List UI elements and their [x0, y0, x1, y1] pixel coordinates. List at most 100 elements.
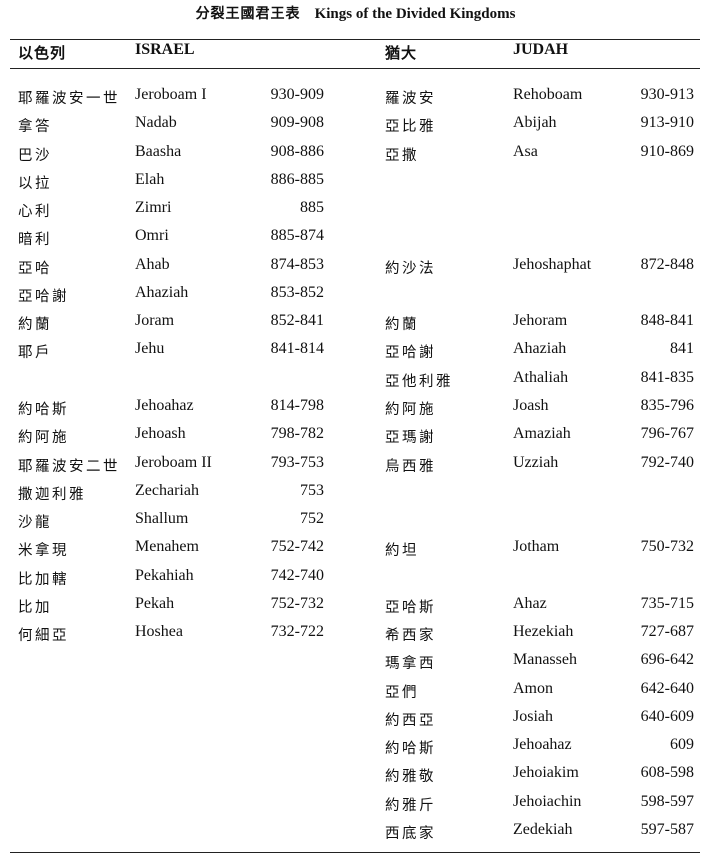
king-name-english: Jehoash: [135, 425, 186, 443]
reign-years: 750-732: [640, 538, 694, 556]
king-name-chinese: 亞們: [385, 684, 419, 701]
king-name-chinese: 比加轄: [18, 571, 69, 588]
israel-king-row: 撒迦利雅 Zechariah 753: [0, 482, 711, 506]
king-name-english: Zechariah: [135, 481, 199, 499]
king-name-chinese: 拿答: [18, 119, 52, 136]
king-name-english: Amon: [513, 679, 553, 697]
king-name-chinese: 希西家: [385, 628, 436, 645]
israel-king-row: 耶羅波安一世 Jeroboam I 930-909: [0, 86, 711, 110]
king-name-english: Zimri: [135, 199, 172, 217]
reign-years: 835-796: [640, 396, 694, 414]
reign-years: 841: [670, 340, 694, 358]
judah-king-row: 亞瑪謝 Amaziah 796-767: [0, 425, 711, 449]
king-name-chinese: 約哈斯: [18, 401, 69, 418]
reign-years: 841-814: [270, 340, 324, 358]
judah-king-row: 約雅斤 Jehoiachin 598-597: [0, 793, 711, 817]
israel-king-row: 何細亞 Hoshea 732-722: [0, 623, 711, 647]
reign-years: 841-835: [640, 368, 694, 386]
judah-king-row: 亞比雅 Abijah 913-910: [0, 114, 711, 138]
reign-years: 609: [670, 736, 694, 754]
reign-years: 853-852: [270, 283, 324, 301]
reign-years: 798-782: [270, 425, 324, 443]
reign-years: 597-587: [640, 821, 694, 839]
king-name-english: Omri: [135, 227, 169, 245]
top-rule: [10, 39, 700, 40]
king-name-chinese: 亞他利雅: [385, 373, 453, 390]
judah-king-row: 約雅敬 Jehoiakim 608-598: [0, 764, 711, 788]
king-name-english: Ahaziah: [135, 283, 189, 301]
king-name-chinese: 瑪拿西: [385, 656, 436, 673]
reign-years: 909-908: [270, 114, 324, 132]
king-name-english: Jehoiachin: [513, 792, 582, 810]
reign-years: 598-597: [640, 792, 694, 810]
king-name-chinese: 亞瑪謝: [385, 430, 436, 447]
king-name-chinese: 羅波安: [385, 91, 436, 107]
judah-king-row: 亞們 Amon 642-640: [0, 680, 711, 704]
king-name-english: Nadab: [135, 114, 177, 132]
king-name-english: Jehoiakim: [513, 764, 579, 782]
king-name-english: Jotham: [513, 538, 560, 556]
israel-king-row: 巴沙 Baasha 908-886: [0, 143, 711, 167]
reign-years: 642-640: [640, 679, 694, 697]
king-name-chinese: 亞哈斯: [385, 599, 436, 616]
king-name-english: Asa: [513, 142, 538, 160]
reign-years: 696-642: [640, 651, 694, 669]
bottom-rule: [10, 852, 700, 853]
israel-king-row: 米拿現 Menahem 752-742: [0, 538, 711, 562]
israel-king-row: 比加轄 Pekahiah 742-740: [0, 567, 711, 591]
reign-years: 792-740: [640, 453, 694, 471]
reign-years: 793-753: [270, 453, 324, 471]
israel-king-row: 拿答 Nadab 909-908: [0, 114, 711, 138]
king-name-english: Athaliah: [513, 368, 569, 386]
judah-king-row: 羅波安 Rehoboam 930-913: [0, 86, 711, 110]
king-name-chinese: 耶戶: [18, 345, 52, 362]
king-name-chinese: 巴沙: [18, 147, 52, 164]
reign-years: 848-841: [640, 312, 694, 330]
king-name-chinese: 亞撒: [385, 147, 419, 164]
judah-king-row: 亞他利雅 Athaliah 841-835: [0, 369, 711, 393]
title-english: Kings of the Divided Kingdoms: [314, 6, 516, 22]
king-name-english: Zedekiah: [513, 821, 573, 839]
israel-king-row: 約阿施 Jehoash 798-782: [0, 425, 711, 449]
king-name-english: Baasha: [135, 142, 182, 160]
king-name-english: Jehoahaz: [513, 736, 572, 754]
reign-years: 640-609: [640, 707, 694, 725]
king-name-chinese: 比加: [18, 599, 52, 616]
header-rule: [10, 68, 700, 69]
judah-header-english: JUDAH: [513, 41, 569, 58]
israel-king-row: 亞哈 Ahab 874-853: [0, 256, 711, 280]
judah-king-row: 約哈斯 Jehoahaz 609: [0, 736, 711, 760]
judah-header-chinese: 猶大: [385, 44, 418, 62]
reign-years: 930-913: [640, 86, 694, 103]
king-name-chinese: 沙龍: [18, 515, 52, 532]
reign-years: 908-886: [270, 142, 324, 160]
reign-years: 752: [300, 510, 324, 528]
israel-king-row: 約蘭 Joram 852-841: [0, 312, 711, 336]
reign-years: 608-598: [640, 764, 694, 782]
king-name-english: Ahaziah: [513, 340, 567, 358]
israel-king-row: 耶羅波安二世 Jeroboam II 793-753: [0, 454, 711, 478]
king-name-english: Abijah: [513, 114, 557, 132]
king-name-english: Hezekiah: [513, 623, 574, 641]
king-name-english: Hoshea: [135, 623, 183, 641]
king-name-chinese: 約坦: [385, 543, 419, 560]
king-name-chinese: 烏西雅: [385, 458, 436, 475]
king-name-english: Jehoshaphat: [513, 255, 592, 273]
reign-years: 885: [300, 199, 324, 217]
king-name-chinese: 約蘭: [385, 317, 419, 334]
reign-years: 742-740: [270, 566, 324, 584]
king-name-english: Ahaz: [513, 594, 547, 612]
king-name-english: Uzziah: [513, 453, 559, 471]
king-name-chinese: 耶羅波安一世: [18, 91, 120, 107]
reign-years: 913-910: [640, 114, 694, 132]
king-name-chinese: 約阿施: [385, 401, 436, 418]
reign-years: 930-909: [270, 86, 324, 103]
king-name-english: Amaziah: [513, 425, 571, 443]
king-name-chinese: 撒迦利雅: [18, 486, 86, 503]
king-name-chinese: 心利: [18, 204, 52, 221]
title-chinese: 分裂王國君王表: [195, 6, 301, 22]
reign-years: 732-722: [270, 623, 324, 641]
king-name-chinese: 約雅敬: [385, 769, 436, 786]
judah-king-row: 約蘭 Jehoram 848-841: [0, 312, 711, 336]
king-name-chinese: 西底家: [385, 826, 436, 843]
